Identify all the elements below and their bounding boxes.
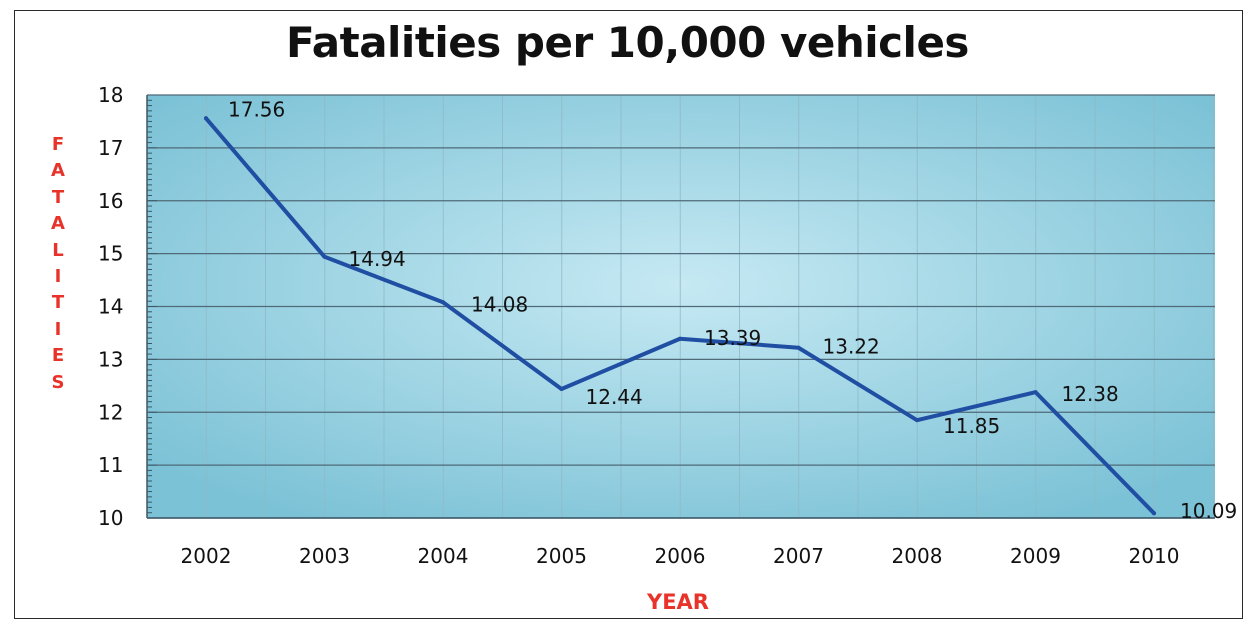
y-axis-label-letter: A <box>51 213 65 235</box>
data-point <box>915 418 919 423</box>
data-point <box>1152 511 1156 516</box>
y-axis-label-letter: E <box>51 345 65 367</box>
data-label: 14.94 <box>349 247 406 271</box>
data-label: 10.09 <box>1180 499 1237 523</box>
data-label: 17.56 <box>228 97 285 121</box>
chart-title: Fatalities per 10,000 vehicles <box>286 18 969 67</box>
y-axis-label-letter: A <box>51 160 65 182</box>
data-point <box>796 345 801 350</box>
x-tick-label: 2003 <box>299 544 350 568</box>
x-tick-label: 2009 <box>1010 544 1061 568</box>
x-tick-label: 2010 <box>1129 544 1180 568</box>
data-label: 13.39 <box>704 326 761 350</box>
chart-frame <box>14 10 1243 619</box>
y-axis-label-letter: S <box>51 371 65 393</box>
y-axis-label-letter: I <box>54 266 62 288</box>
x-tick-label: 2006 <box>655 544 706 568</box>
data-point <box>441 300 445 305</box>
y-axis-label-letter: L <box>52 239 64 261</box>
y-axis-label-letter: I <box>54 318 62 340</box>
data-point <box>322 254 327 259</box>
data-point <box>204 116 208 121</box>
data-label: 11.85 <box>943 414 1000 438</box>
y-tick-label: 15 <box>98 242 123 266</box>
x-tick-label: 2004 <box>418 544 469 568</box>
data-point <box>1033 390 1038 395</box>
data-point <box>559 386 564 391</box>
x-axis-label: YEAR <box>647 590 709 614</box>
data-label: 12.44 <box>586 385 643 409</box>
y-axis-label-letter: T <box>51 186 65 208</box>
x-tick-label: 2008 <box>892 544 943 568</box>
data-point <box>678 336 682 341</box>
y-axis-label-letter: T <box>51 292 65 314</box>
data-label: 13.22 <box>823 335 880 359</box>
y-tick-label: 11 <box>98 453 123 477</box>
x-tick-label: 2007 <box>773 544 824 568</box>
y-tick-label: 10 <box>98 506 123 530</box>
y-tick-label: 16 <box>98 189 123 213</box>
y-tick-label: 12 <box>98 400 123 424</box>
x-tick-label: 2005 <box>536 544 587 568</box>
data-label: 14.08 <box>471 292 528 316</box>
data-label: 12.38 <box>1062 382 1119 406</box>
y-tick-label: 17 <box>98 136 123 160</box>
x-tick-label: 2002 <box>181 544 232 568</box>
y-tick-label: 18 <box>98 83 123 107</box>
y-tick-label: 14 <box>98 295 123 319</box>
y-axis-label-letter: F <box>51 134 65 155</box>
y-tick-label: 13 <box>98 347 123 371</box>
